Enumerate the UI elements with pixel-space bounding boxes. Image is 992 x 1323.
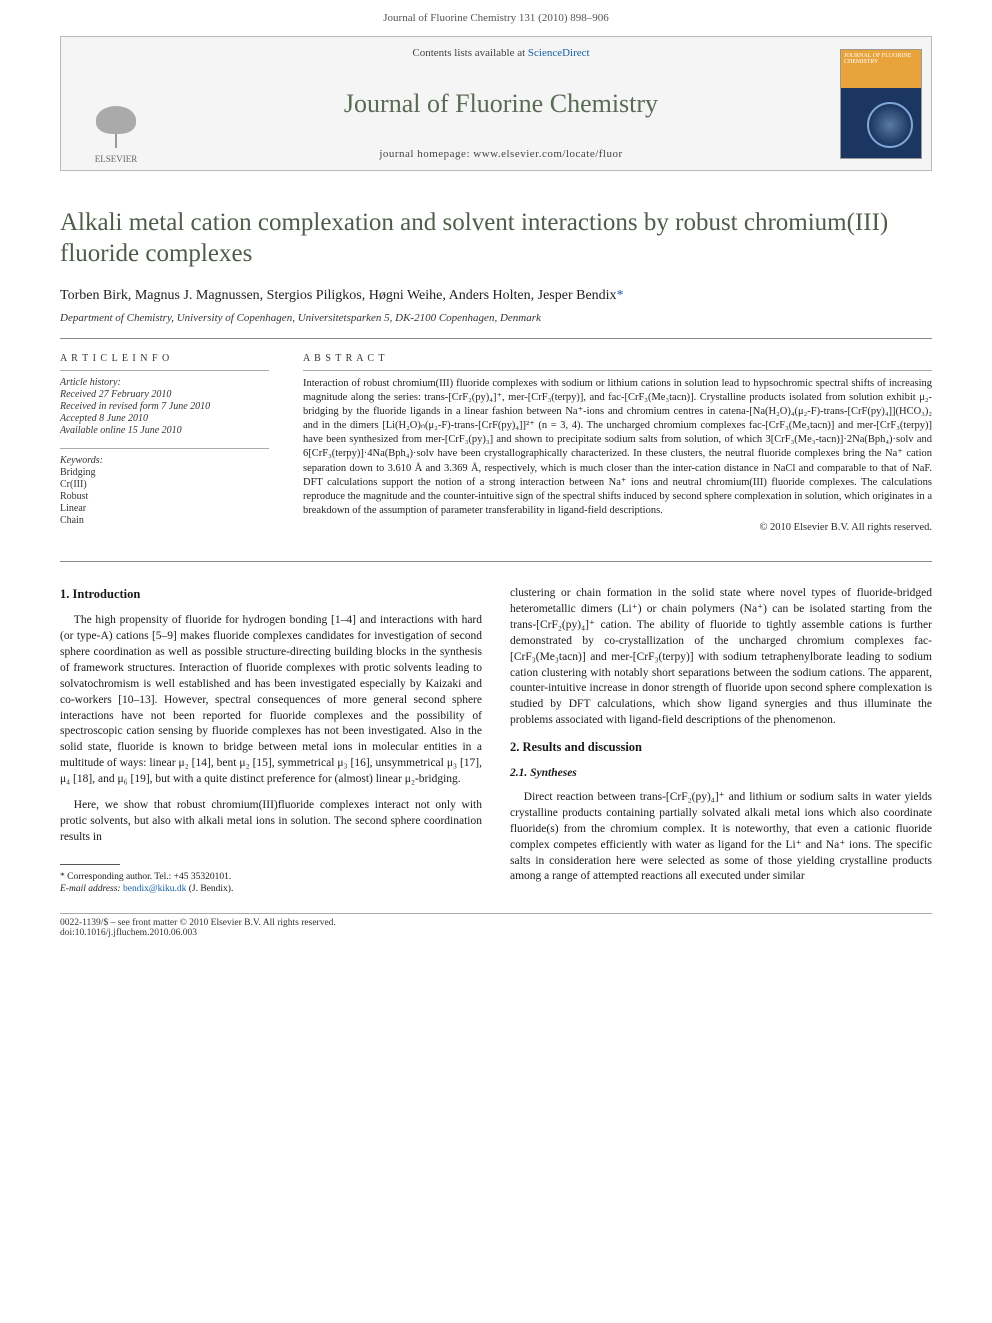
footer-front-matter: 0022-1139/$ – see front matter © 2010 El… bbox=[60, 918, 932, 928]
cover-thumb-cell: JOURNAL OF FLUORINE CHEMISTRY bbox=[831, 37, 931, 170]
keyword: Chain bbox=[60, 515, 269, 526]
article-info-heading: A R T I C L E I N F O bbox=[60, 353, 269, 364]
article-info: A R T I C L E I N F O Article history: R… bbox=[60, 339, 285, 548]
corresponding-marker: * bbox=[617, 288, 624, 303]
running-header: Journal of Fluorine Chemistry 131 (2010)… bbox=[0, 0, 992, 28]
journal-banner: ELSEVIER Contents lists available at Sci… bbox=[60, 36, 932, 171]
page-footer: 0022-1139/$ – see front matter © 2010 El… bbox=[60, 913, 932, 938]
footer-doi: doi:10.1016/j.jfluchem.2010.06.003 bbox=[60, 928, 932, 938]
keyword: Robust bbox=[60, 491, 269, 502]
corresponding-author-footnote: * Corresponding author. Tel.: +45 353201… bbox=[60, 871, 482, 883]
body-columns: 1. Introduction The high propensity of f… bbox=[60, 586, 932, 895]
subsection-heading-syntheses: 2.1. Syntheses bbox=[510, 766, 932, 782]
history-item: Available online 15 June 2010 bbox=[60, 425, 269, 436]
keywords-rule bbox=[60, 448, 269, 449]
email-link[interactable]: bendix@kiku.dk bbox=[123, 884, 186, 894]
section-heading-intro: 1. Introduction bbox=[60, 586, 482, 603]
history-label: Article history: bbox=[60, 377, 269, 388]
footnote-rule bbox=[60, 864, 120, 865]
keywords-block: Keywords: Bridging Cr(III) Robust Linear… bbox=[60, 455, 269, 526]
history-item: Accepted 8 June 2010 bbox=[60, 413, 269, 424]
affiliation: Department of Chemistry, University of C… bbox=[60, 312, 932, 324]
intro-paragraph-1: The high propensity of fluoride for hydr… bbox=[60, 613, 482, 787]
abstract-rule bbox=[303, 370, 932, 371]
abstract-heading: A B S T R A C T bbox=[303, 353, 932, 364]
history-item: Received in revised form 7 June 2010 bbox=[60, 401, 269, 412]
abstract-text: Interaction of robust chromium(III) fluo… bbox=[303, 377, 932, 519]
journal-name: Journal of Fluorine Chemistry bbox=[177, 89, 825, 119]
contents-line: Contents lists available at ScienceDirec… bbox=[177, 47, 825, 59]
intro-paragraph-2: Here, we show that robust chromium(III)f… bbox=[60, 798, 482, 846]
email-footnote: E-mail address: bendix@kiku.dk (J. Bendi… bbox=[60, 883, 482, 895]
column-right: clustering or chain formation in the sol… bbox=[510, 586, 932, 895]
section-heading-results: 2. Results and discussion bbox=[510, 739, 932, 756]
email-label: E-mail address: bbox=[60, 884, 121, 894]
syntheses-paragraph-1: Direct reaction between trans-[CrF₂(py)₄… bbox=[510, 790, 932, 885]
contents-prefix: Contents lists available at bbox=[412, 47, 527, 59]
article-title: Alkali metal cation complexation and sol… bbox=[60, 207, 932, 270]
keyword: Bridging bbox=[60, 467, 269, 478]
elsevier-logo: ELSEVIER bbox=[89, 98, 143, 164]
sciencedirect-link[interactable]: ScienceDirect bbox=[528, 47, 590, 59]
article-meta-row: A R T I C L E I N F O Article history: R… bbox=[60, 339, 932, 548]
journal-cover-thumbnail: JOURNAL OF FLUORINE CHEMISTRY bbox=[840, 49, 922, 159]
column-left: 1. Introduction The high propensity of f… bbox=[60, 586, 482, 895]
footnotes: * Corresponding author. Tel.: +45 353201… bbox=[60, 871, 482, 896]
keyword: Linear bbox=[60, 503, 269, 514]
intro-paragraph-3: clustering or chain formation in the sol… bbox=[510, 586, 932, 729]
keywords-label: Keywords: bbox=[60, 455, 269, 466]
elsevier-tree-icon bbox=[89, 98, 143, 152]
homepage-prefix: journal homepage: bbox=[379, 148, 473, 160]
title-block: Alkali metal cation complexation and sol… bbox=[60, 207, 932, 270]
cover-title: JOURNAL OF FLUORINE CHEMISTRY bbox=[844, 53, 918, 65]
keyword: Cr(III) bbox=[60, 479, 269, 490]
author-list: Torben Birk, Magnus J. Magnussen, Stergi… bbox=[60, 288, 932, 304]
article-info-rule bbox=[60, 370, 269, 371]
abstract-copyright: © 2010 Elsevier B.V. All rights reserved… bbox=[303, 522, 932, 533]
publisher-name: ELSEVIER bbox=[89, 154, 143, 164]
authors-text: Torben Birk, Magnus J. Magnussen, Stergi… bbox=[60, 288, 617, 303]
homepage-url[interactable]: www.elsevier.com/locate/fluor bbox=[473, 148, 622, 160]
rule-bottom-meta bbox=[60, 561, 932, 562]
history-item: Received 27 February 2010 bbox=[60, 389, 269, 400]
article-history: Article history: Received 27 February 20… bbox=[60, 377, 269, 436]
journal-banner-center: Contents lists available at ScienceDirec… bbox=[171, 37, 831, 170]
abstract-block: A B S T R A C T Interaction of robust ch… bbox=[285, 339, 932, 548]
email-who: (J. Bendix). bbox=[189, 884, 234, 894]
publisher-logo-cell: ELSEVIER bbox=[61, 37, 171, 170]
journal-homepage: journal homepage: www.elsevier.com/locat… bbox=[177, 148, 825, 160]
